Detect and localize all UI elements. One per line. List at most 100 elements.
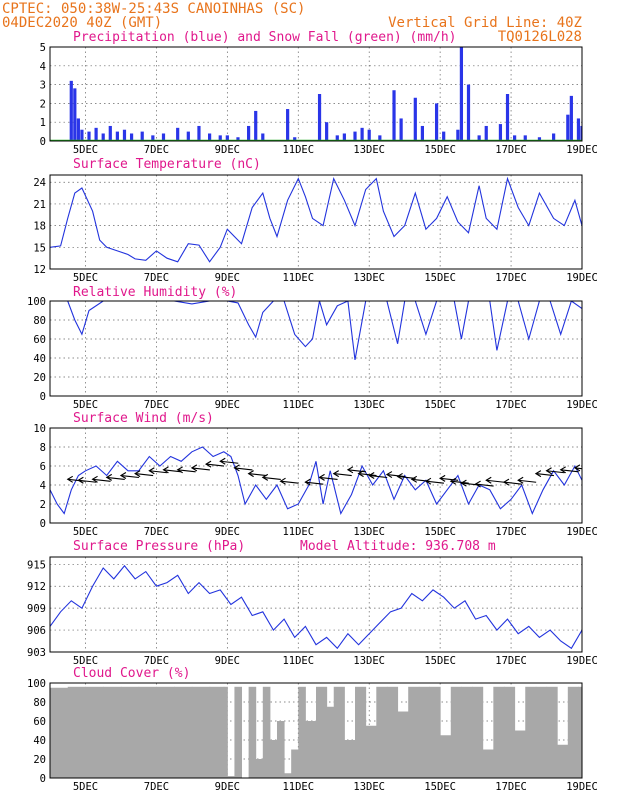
y-tick-label: 909	[27, 603, 46, 615]
x-tick-label: 7DEC	[144, 399, 169, 411]
cloud-bar	[120, 686, 140, 778]
wind-arrow-head	[279, 477, 286, 485]
y-tick-label: 903	[27, 647, 46, 659]
wind-arrow	[163, 469, 182, 473]
cloud-bar	[50, 687, 69, 778]
wind-arrow	[425, 480, 445, 484]
cloud-bar	[174, 686, 193, 778]
wind-arrow-head	[346, 466, 354, 474]
x-tick-label: 5DEC	[73, 655, 98, 667]
cloud-bar	[248, 686, 257, 778]
precip-bar	[367, 129, 371, 141]
x-tick-label: 11DEC	[282, 526, 314, 538]
wind-arrow	[305, 481, 324, 485]
wind-arrow	[248, 473, 267, 477]
precip-bar	[236, 137, 240, 141]
cloud-bar	[326, 706, 335, 778]
wind-arrow-head	[410, 475, 418, 483]
x-tick-label: 11DEC	[282, 655, 314, 667]
data-layer	[50, 564, 582, 650]
model-altitude-label: Model Altitude: 936.708 m	[300, 539, 496, 554]
wind-arrow-head	[261, 473, 269, 481]
x-tick-label: 9DEC	[215, 526, 240, 538]
wind-arrow-head	[485, 476, 492, 484]
y-tick-label: 912	[27, 581, 46, 593]
x-tick-label: 9DEC	[215, 781, 240, 793]
plot-frame	[49, 556, 583, 653]
precip-bar	[286, 109, 290, 141]
wind-arrow-head	[545, 467, 552, 475]
wind-arrow-head	[247, 470, 254, 478]
precip-bar	[342, 133, 346, 141]
cloud-bar	[284, 773, 292, 778]
x-tick-label: 19DEC	[566, 399, 598, 411]
wind-arrow	[369, 474, 388, 479]
y-tick-label: 40	[33, 735, 46, 747]
y-tick-label: 0	[40, 773, 46, 785]
y-tick-label: 12	[33, 264, 46, 276]
cloud-bar	[269, 740, 278, 778]
precip-bar	[94, 127, 98, 141]
model-id: TQ0126L028	[498, 29, 582, 45]
precip-bar	[399, 118, 403, 141]
wind-arrow	[120, 474, 139, 479]
wind-arrow-head	[559, 466, 567, 474]
wind-arrow	[205, 463, 225, 467]
precip-bar	[129, 133, 134, 141]
wind-arrow-head	[332, 470, 340, 478]
y-tick-label: 60	[33, 716, 46, 728]
x-tick-label: 15DEC	[424, 655, 456, 667]
precip-bar	[513, 135, 517, 141]
wind-arrow-head	[396, 472, 403, 480]
plot-frame	[49, 174, 583, 270]
precip-bar	[225, 135, 229, 141]
cloud-bar	[418, 686, 430, 778]
panel-title: Surface Wind (m/s)	[73, 411, 214, 426]
x-tick-label: 9DEC	[215, 272, 240, 284]
wind-series-line	[50, 446, 582, 515]
precip-bar	[325, 122, 329, 141]
cloud-bar	[397, 711, 409, 778]
y-tick-label: 10	[33, 423, 46, 435]
wind-arrow	[191, 467, 210, 471]
wind-arrow	[358, 473, 377, 477]
precip-bar	[122, 129, 127, 141]
cloud-bar	[255, 759, 264, 778]
temperature-panel: 12 15 18 21 24 5DEC 7DEC 9DEC 11DEC 13DEC 15DEC 17D…	[33, 157, 597, 284]
precip-bar	[254, 110, 258, 141]
wind-arrow	[574, 467, 582, 470]
panel-title: Cloud Cover (%)	[73, 666, 190, 681]
cloud-bar	[546, 686, 558, 778]
cloud-panel: 0 20 40 60 80 100 5DEC 7DEC 9DEC 11DEC 13DEC 15DEC 1…	[27, 666, 598, 793]
precip-bar	[108, 125, 112, 141]
x-tick-label: 7DEC	[144, 272, 169, 284]
wind-arrow-head	[368, 472, 375, 479]
cloud-bar	[386, 686, 399, 778]
x-tick-label: 9DEC	[215, 399, 240, 411]
precip-bar	[505, 94, 510, 141]
cloud-bar	[333, 686, 345, 778]
precip-bar	[353, 131, 357, 141]
wind-panel: 0 2 4 6 8 10 5DEC 7DEC 9DEC 11DEC 13DEC 15DEC 17DEC 1…	[33, 411, 597, 538]
precip-bar	[392, 90, 396, 141]
wind-arrow-head	[77, 476, 84, 484]
x-tick-label: 17DEC	[495, 781, 527, 793]
cloud-bar	[138, 686, 157, 778]
plot-frame	[49, 427, 583, 524]
cloud-bar	[557, 744, 569, 778]
cloud-bar	[291, 749, 299, 778]
x-tick-label: 13DEC	[353, 399, 385, 411]
precip-bar	[569, 95, 573, 141]
precip-bar	[140, 131, 144, 141]
wind-arrow	[475, 483, 494, 487]
x-tick-label: 7DEC	[144, 144, 169, 156]
y-tick-label: 5	[40, 42, 46, 54]
plot-frame	[49, 682, 583, 779]
wind-arrow	[560, 469, 579, 473]
y-tick-label: 0	[40, 518, 46, 530]
y-tick-label: 3	[40, 80, 46, 92]
wind-arrow-head	[424, 477, 432, 485]
wind-arrow-head	[385, 471, 393, 479]
wind-arrow	[92, 478, 111, 482]
